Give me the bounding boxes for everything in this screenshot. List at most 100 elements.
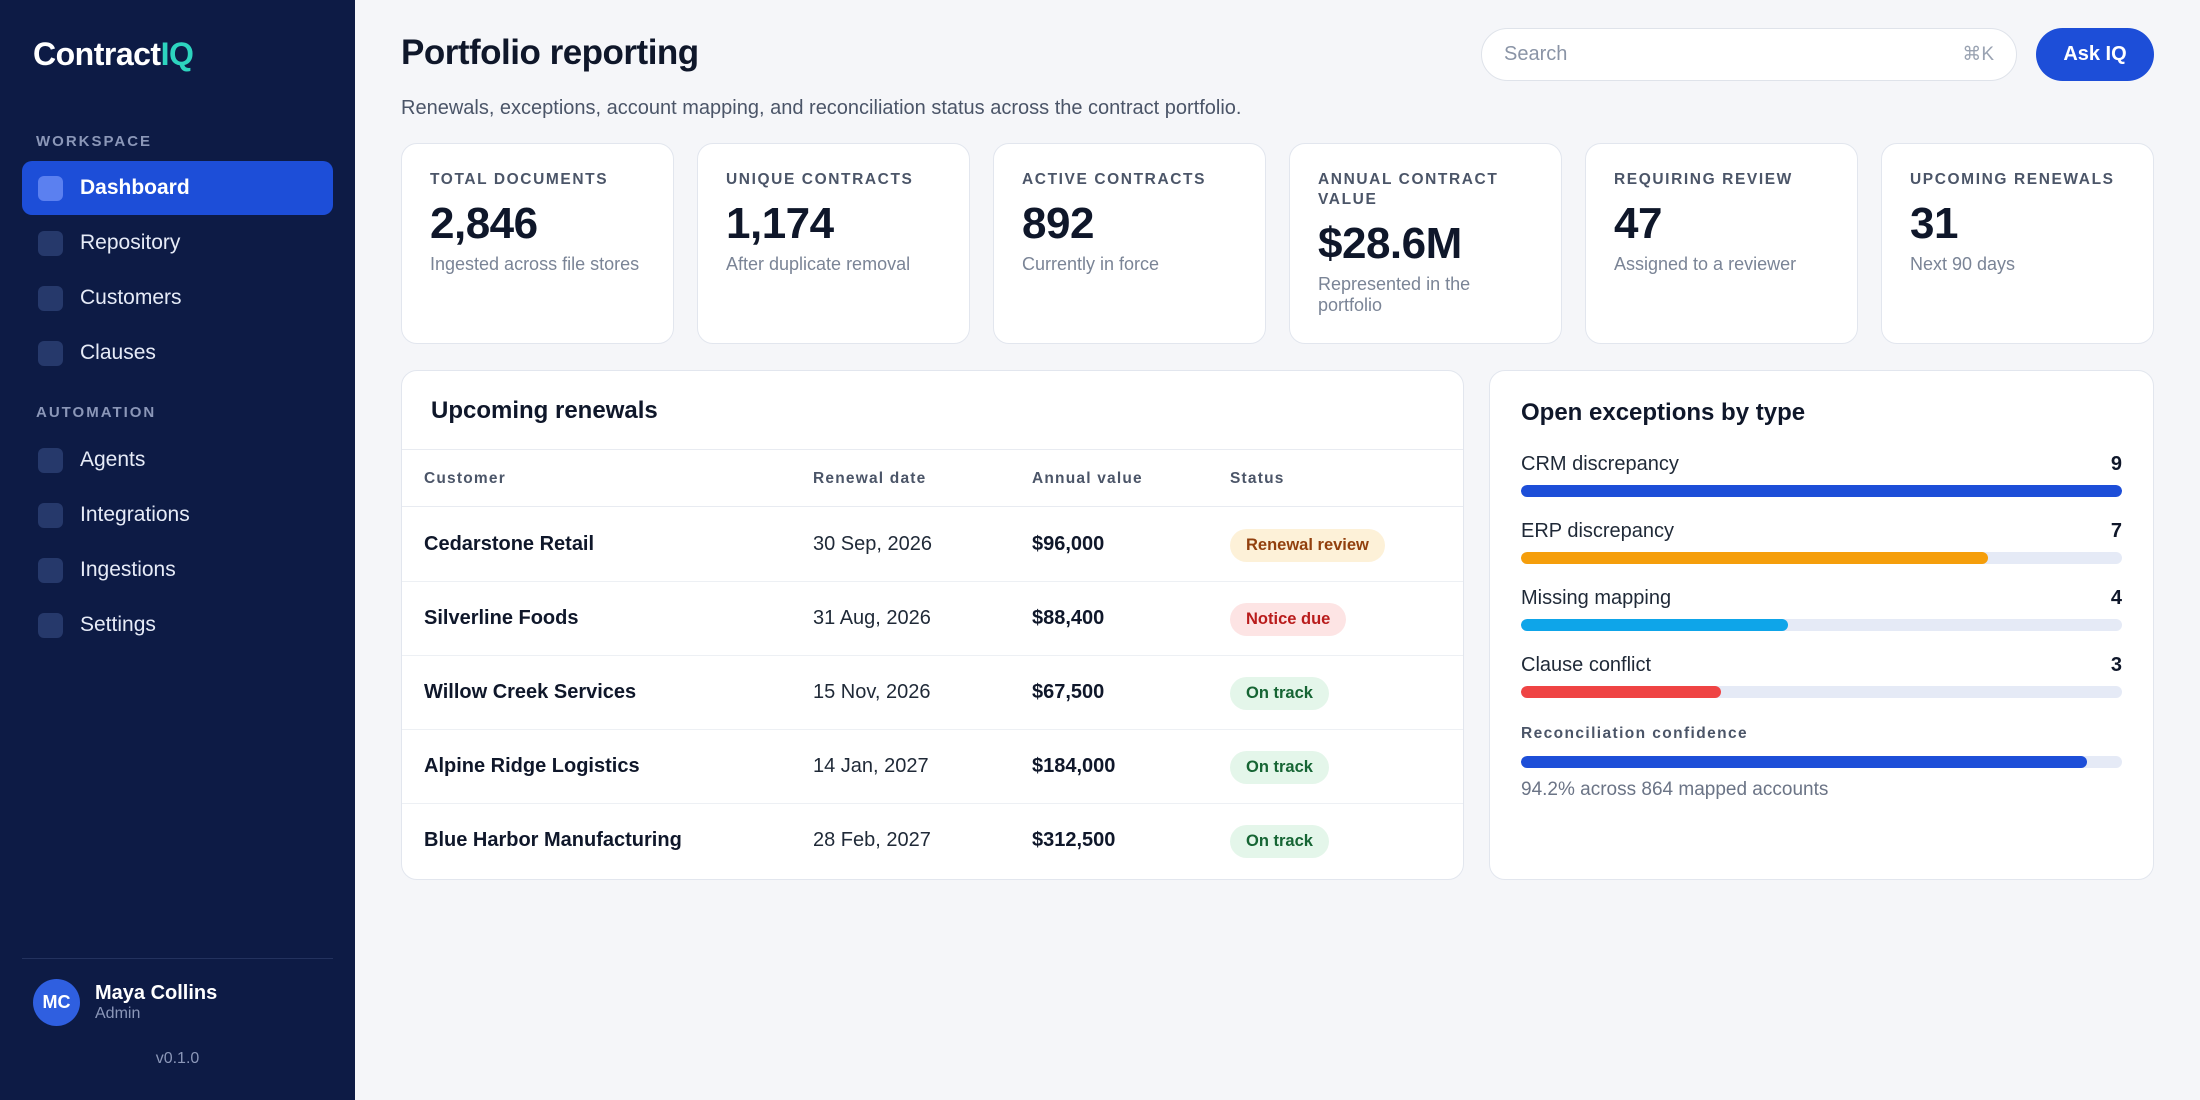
cell-annual-value: $96,000 <box>1032 533 1105 555</box>
integrations-icon <box>38 502 63 528</box>
exception-bar <box>1521 485 2122 497</box>
exception-count: 4 <box>2110 587 2122 609</box>
table-row[interactable]: Blue Harbor Manufacturing 28 Feb, 2027 $31… <box>402 804 1463 878</box>
reconciliation-label: Reconciliation confidence <box>1521 725 1749 742</box>
sidebar-item-ingestions[interactable]: Ingestions <box>22 543 333 597</box>
kpi-note: Represented in the portfolio <box>1318 274 1471 315</box>
sidebar-divider <box>22 958 333 959</box>
sidebar: ContractIQ WORKSPACE Dashboard Repositor… <box>0 0 355 1100</box>
sidebar-item-agents[interactable]: Agents <box>22 433 333 487</box>
exception-item[interactable]: Clause conflict 3 <box>1521 654 2122 698</box>
repository-icon <box>38 230 63 256</box>
exception-label: Clause conflict <box>1521 654 1652 676</box>
sidebar-item-label: Settings <box>80 613 156 636</box>
kpi-label: Unique contracts <box>726 171 914 188</box>
column-header-customer[interactable]: Customer <box>424 470 506 487</box>
cell-annual-value: $184,000 <box>1032 755 1116 777</box>
sidebar-item-label: Agents <box>80 448 146 471</box>
user-name: Maya Collins <box>95 982 218 1004</box>
sidebar-item-clauses[interactable]: Clauses <box>22 326 333 380</box>
cell-renewal-date: 31 Aug, 2026 <box>813 607 931 629</box>
column-header-annual-value[interactable]: Annual value <box>1032 470 1143 487</box>
exception-count: 7 <box>2110 520 2122 542</box>
table-row[interactable]: Cedarstone Retail 30 Sep, 2026 $96,000 Rene… <box>402 508 1463 582</box>
kpi-label: Requiring review <box>1614 171 1793 188</box>
cell-renewal-date: 15 Nov, 2026 <box>813 681 931 703</box>
status-badge: Renewal review <box>1230 529 1385 562</box>
sidebar-item-label: Repository <box>80 231 181 254</box>
column-header-status[interactable]: Status <box>1230 470 1285 487</box>
kpi-card-unique-contracts: Unique contracts 1,174 After duplicate r… <box>697 143 970 344</box>
kpi-value: 1,174 <box>726 199 834 248</box>
cell-annual-value: $312,500 <box>1032 829 1116 851</box>
exception-bar-fill <box>1521 619 1789 631</box>
cell-annual-value: $67,500 <box>1032 681 1105 703</box>
kpi-card-requiring-review: Requiring review 47 Assigned to a review… <box>1585 143 1858 344</box>
table-row[interactable]: Silverline Foods 31 Aug, 2026 $88,400 Notic… <box>402 582 1463 656</box>
exception-bar <box>1521 686 2122 698</box>
sidebar-item-repository[interactable]: Repository <box>22 216 333 270</box>
status-badge: On track <box>1230 751 1329 784</box>
search-input[interactable] <box>1504 43 1963 66</box>
app-logo[interactable]: ContractIQ <box>33 36 194 72</box>
exceptions-title: Open exceptions by type <box>1521 399 1806 426</box>
exception-bar-fill <box>1521 485 2122 497</box>
avatar[interactable]: MC <box>33 979 80 1026</box>
cell-customer: Cedarstone Retail <box>424 533 595 555</box>
table-row[interactable]: Willow Creek Services 15 Nov, 2026 $67,500… <box>402 656 1463 730</box>
cell-customer: Alpine Ridge Logistics <box>424 755 640 777</box>
exception-label: ERP discrepancy <box>1521 520 1675 542</box>
search-shortcut: ⌘K <box>1962 44 1994 65</box>
kpi-label: Upcoming renewals <box>1910 171 2115 188</box>
exception-bar-fill <box>1521 686 1722 698</box>
sidebar-item-customers[interactable]: Customers <box>22 271 333 325</box>
reconciliation-note: 94.2% across 864 mapped accounts <box>1521 779 1829 800</box>
cell-renewal-date: 30 Sep, 2026 <box>813 533 932 555</box>
exception-count: 9 <box>2110 453 2122 475</box>
table-row[interactable]: Alpine Ridge Logistics 14 Jan, 2027 $184,0… <box>402 730 1463 804</box>
section-label-workspace: WORKSPACE <box>36 133 153 150</box>
exception-bar <box>1521 619 2122 631</box>
sidebar-item-settings[interactable]: Settings <box>22 598 333 652</box>
kpi-note: After duplicate removal <box>726 254 911 274</box>
app-version: v0.1.0 <box>155 1050 200 1067</box>
status-badge: On track <box>1230 825 1329 858</box>
kpi-label: Annual contract value <box>1318 171 1499 208</box>
kpi-label: Active contracts <box>1022 171 1207 188</box>
cell-customer: Blue Harbor Manufacturing <box>424 829 682 851</box>
dashboard-icon <box>38 175 63 201</box>
ask-iq-button[interactable]: Ask IQ <box>2036 28 2154 81</box>
kpi-note: Next 90 days <box>1910 254 2016 274</box>
kpi-card-active-contracts: Active contracts 892 Currently in force <box>993 143 1266 344</box>
renewals-panel: Upcoming renewals Customer Renewal date … <box>401 370 1464 880</box>
user-role: Admin <box>95 1005 141 1022</box>
search-box[interactable]: ⌘K <box>1481 28 2017 81</box>
sidebar-item-label: Clauses <box>80 341 156 364</box>
kpi-label: Total documents <box>430 171 609 188</box>
exception-item[interactable]: Missing mapping 4 <box>1521 587 2122 631</box>
clauses-icon <box>38 340 63 366</box>
page-title: Portfolio reporting <box>401 33 699 72</box>
exception-item[interactable]: CRM discrepancy 9 <box>1521 453 2122 497</box>
exceptions-panel: Open exceptions by type CRM discrepancy 9… <box>1489 370 2154 880</box>
exception-label: Missing mapping <box>1521 587 1672 609</box>
column-header-renewal-date[interactable]: Renewal date <box>813 470 927 487</box>
renewals-title: Upcoming renewals <box>431 397 658 424</box>
sidebar-item-label: Customers <box>80 286 182 309</box>
reconciliation-bar <box>1521 756 2122 768</box>
kpi-value: 892 <box>1022 199 1094 248</box>
kpi-card-annual-contract-value: Annual contract value $28.6M Represented… <box>1289 143 1562 344</box>
status-badge: On track <box>1230 677 1329 710</box>
status-badge: Notice due <box>1230 603 1347 636</box>
agents-icon <box>38 447 63 473</box>
kpi-note: Assigned to a reviewer <box>1614 254 1797 274</box>
sidebar-item-integrations[interactable]: Integrations <box>22 488 333 542</box>
sidebar-item-label: Ingestions <box>80 558 176 581</box>
sidebar-item-label: Integrations <box>80 503 190 526</box>
cell-customer: Willow Creek Services <box>424 681 637 703</box>
cell-renewal-date: 14 Jan, 2027 <box>813 755 929 777</box>
exception-item[interactable]: ERP discrepancy 7 <box>1521 520 2122 564</box>
sidebar-item-dashboard[interactable]: Dashboard <box>22 161 333 215</box>
settings-icon <box>38 612 63 638</box>
kpi-note: Ingested across file stores <box>430 254 640 274</box>
